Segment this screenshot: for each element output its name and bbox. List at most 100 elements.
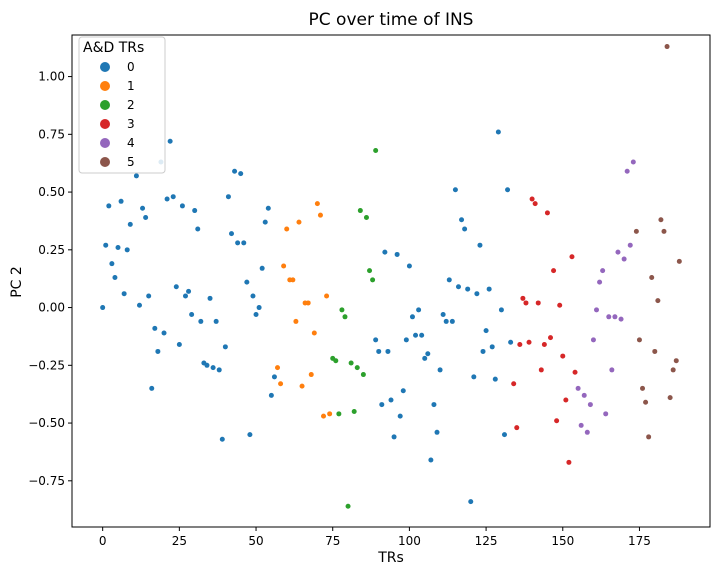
data-point: [489, 344, 495, 350]
data-point: [483, 328, 489, 334]
x-tick-label: 75: [325, 534, 340, 548]
data-point: [612, 314, 618, 320]
data-point: [376, 348, 382, 354]
data-point: [360, 372, 366, 378]
data-point: [235, 240, 241, 246]
data-point: [465, 286, 471, 292]
data-point: [321, 413, 327, 419]
data-point: [508, 339, 514, 345]
data-point: [115, 245, 121, 251]
data-point: [495, 129, 501, 135]
data-point: [370, 277, 376, 283]
data-point: [505, 187, 511, 193]
data-point: [155, 348, 161, 354]
data-point: [339, 307, 345, 313]
data-point: [621, 256, 627, 262]
data-point: [597, 279, 603, 285]
data-point: [278, 381, 284, 387]
data-point: [468, 499, 474, 505]
data-point: [149, 385, 155, 391]
data-point: [106, 203, 112, 209]
data-point: [348, 360, 354, 366]
data-point: [615, 249, 621, 255]
data-point: [578, 422, 584, 428]
data-point: [397, 413, 403, 419]
data-point: [351, 409, 357, 415]
data-point: [667, 395, 673, 401]
data-point: [664, 44, 670, 50]
data-point: [486, 286, 492, 292]
y-tick-label: 0.25: [38, 243, 65, 257]
data-point: [566, 459, 572, 465]
data-point: [676, 258, 682, 264]
data-point: [136, 302, 142, 308]
data-point: [121, 291, 127, 297]
plot-frame: [71, 34, 711, 528]
data-point: [440, 311, 446, 317]
x-axis-label: TRs: [377, 550, 404, 566]
series-1: [275, 201, 333, 419]
data-point: [219, 436, 225, 442]
data-point: [296, 219, 302, 225]
y-tick-label: 1.00: [38, 70, 65, 84]
data-point: [182, 293, 188, 299]
data-point: [557, 302, 563, 308]
legend-label: 0: [127, 60, 135, 74]
data-point: [198, 318, 204, 324]
data-point: [290, 277, 296, 283]
data-point: [336, 411, 342, 417]
data-point: [449, 318, 455, 324]
data-point: [419, 332, 425, 338]
data-point: [511, 381, 517, 387]
legend-marker: [100, 62, 110, 72]
data-point: [118, 198, 124, 204]
data-point: [247, 432, 253, 438]
data-point: [281, 263, 287, 269]
data-point: [590, 337, 596, 343]
data-point: [293, 318, 299, 324]
data-point: [520, 295, 526, 301]
data-point: [259, 265, 265, 271]
data-point: [434, 429, 440, 435]
data-point: [382, 249, 388, 255]
data-point: [563, 397, 569, 403]
data-point: [425, 351, 431, 357]
data-point: [428, 457, 434, 463]
data-point: [192, 208, 198, 214]
data-point: [406, 263, 412, 269]
data-point: [670, 367, 676, 373]
data-point: [600, 268, 606, 274]
data-point: [133, 173, 139, 179]
data-point: [284, 226, 290, 232]
data-point: [327, 411, 333, 417]
data-point: [416, 307, 422, 313]
data-point: [262, 219, 268, 225]
data-point: [480, 348, 486, 354]
series-5: [633, 44, 682, 440]
data-point: [152, 325, 158, 331]
data-point: [627, 242, 633, 248]
data-point: [164, 196, 170, 202]
y-tick-label: −0.50: [28, 416, 65, 430]
data-point: [213, 318, 219, 324]
x-tick-label: 50: [248, 534, 263, 548]
y-tick-label: −0.25: [28, 358, 65, 372]
data-point: [474, 291, 480, 297]
x-tick-label: 125: [475, 534, 498, 548]
data-point: [275, 365, 281, 371]
data-point: [636, 337, 642, 343]
data-point: [443, 318, 449, 324]
x-tick-label: 0: [99, 534, 107, 548]
data-point: [311, 330, 317, 336]
data-point: [652, 348, 658, 354]
data-point: [265, 205, 271, 211]
legend-marker: [100, 138, 110, 148]
data-point: [630, 159, 636, 165]
plot-area: 0 25 50 75 100 125 150 175−0.75−0.50−0.250.000.…: [28, 34, 711, 548]
data-point: [624, 168, 630, 174]
data-point: [572, 369, 578, 375]
data-point: [643, 399, 649, 405]
data-point: [345, 503, 351, 509]
data-point: [100, 305, 106, 311]
